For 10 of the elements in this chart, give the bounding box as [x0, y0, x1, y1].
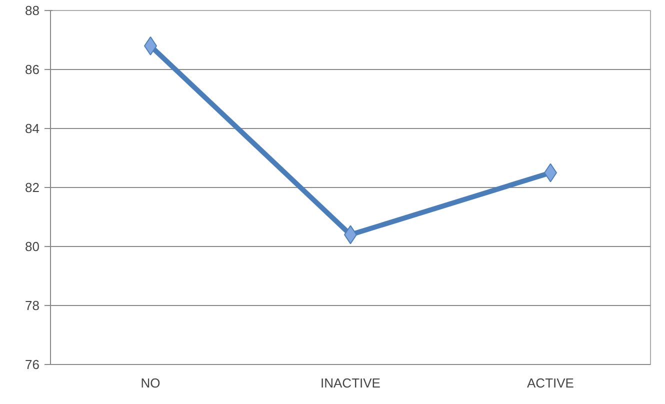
- y-tick-label: 84: [25, 121, 40, 136]
- y-tick-label: 86: [25, 62, 40, 77]
- y-tick-label: 76: [25, 357, 40, 372]
- x-tick-label: INACTIVE: [320, 376, 381, 390]
- y-tick-label: 82: [25, 180, 40, 195]
- y-tick-label: 88: [25, 3, 40, 18]
- x-tick-label: ACTIVE: [527, 376, 574, 390]
- y-tick-label: 80: [25, 239, 40, 254]
- y-tick-label: 78: [25, 298, 40, 313]
- x-tick-label: NO: [140, 376, 160, 390]
